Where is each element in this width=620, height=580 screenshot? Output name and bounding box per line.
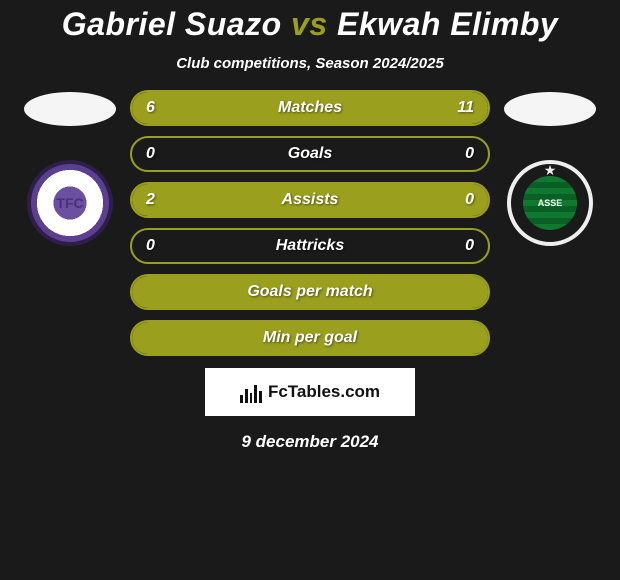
page-title: Gabriel Suazo vs Ekwah Elimby [0,6,620,43]
main-row: 6 11 Matches 0 0 Goals 2 0 Assists 0 0 Hattricks Goa… [0,90,620,356]
stat-value-right: 0 [465,145,474,163]
stat-row: Min per goal [130,320,490,356]
right-club-badge: ASSE [507,160,593,246]
title-vs: vs [291,6,328,42]
stat-value-right: 11 [457,99,474,117]
stat-label: Matches [278,99,342,117]
stat-value-left: 6 [146,99,155,117]
left-player-col [10,90,130,246]
stat-label: Hattricks [276,237,344,255]
stat-label: Min per goal [263,329,357,347]
subtitle: Club competitions, Season 2024/2025 [0,55,620,72]
left-flag-icon [24,92,116,126]
brand-box: FcTables.com [205,368,415,416]
stat-value-right: 0 [465,191,474,209]
stat-row: 0 0 Hattricks [130,228,490,264]
stat-label: Goals [288,145,332,163]
stat-row: 0 0 Goals [130,136,490,172]
stat-row: 6 11 Matches [130,90,490,126]
brand-chart-icon [240,381,262,403]
stat-label: Goals per match [247,283,372,301]
stat-value-left: 2 [146,191,155,209]
stat-value-right: 0 [465,237,474,255]
stat-label: Assists [282,191,339,209]
stat-value-left: 0 [146,237,155,255]
right-player-col: ASSE [490,90,610,246]
stat-value-left: 0 [146,145,155,163]
date-label: 9 december 2024 [0,432,620,452]
stat-row: 2 0 Assists [130,182,490,218]
right-club-badge-inner: ASSE [523,176,578,231]
stat-row: Goals per match [130,274,490,310]
title-player2: Ekwah Elimby [337,6,558,42]
comparison-card: Gabriel Suazo vs Ekwah Elimby Club compe… [0,0,620,452]
stats-column: 6 11 Matches 0 0 Goals 2 0 Assists 0 0 Hattricks Goa… [130,90,490,356]
left-club-badge [27,160,113,246]
brand-text: FcTables.com [268,382,380,402]
right-flag-icon [504,92,596,126]
title-player1: Gabriel Suazo [62,6,282,42]
